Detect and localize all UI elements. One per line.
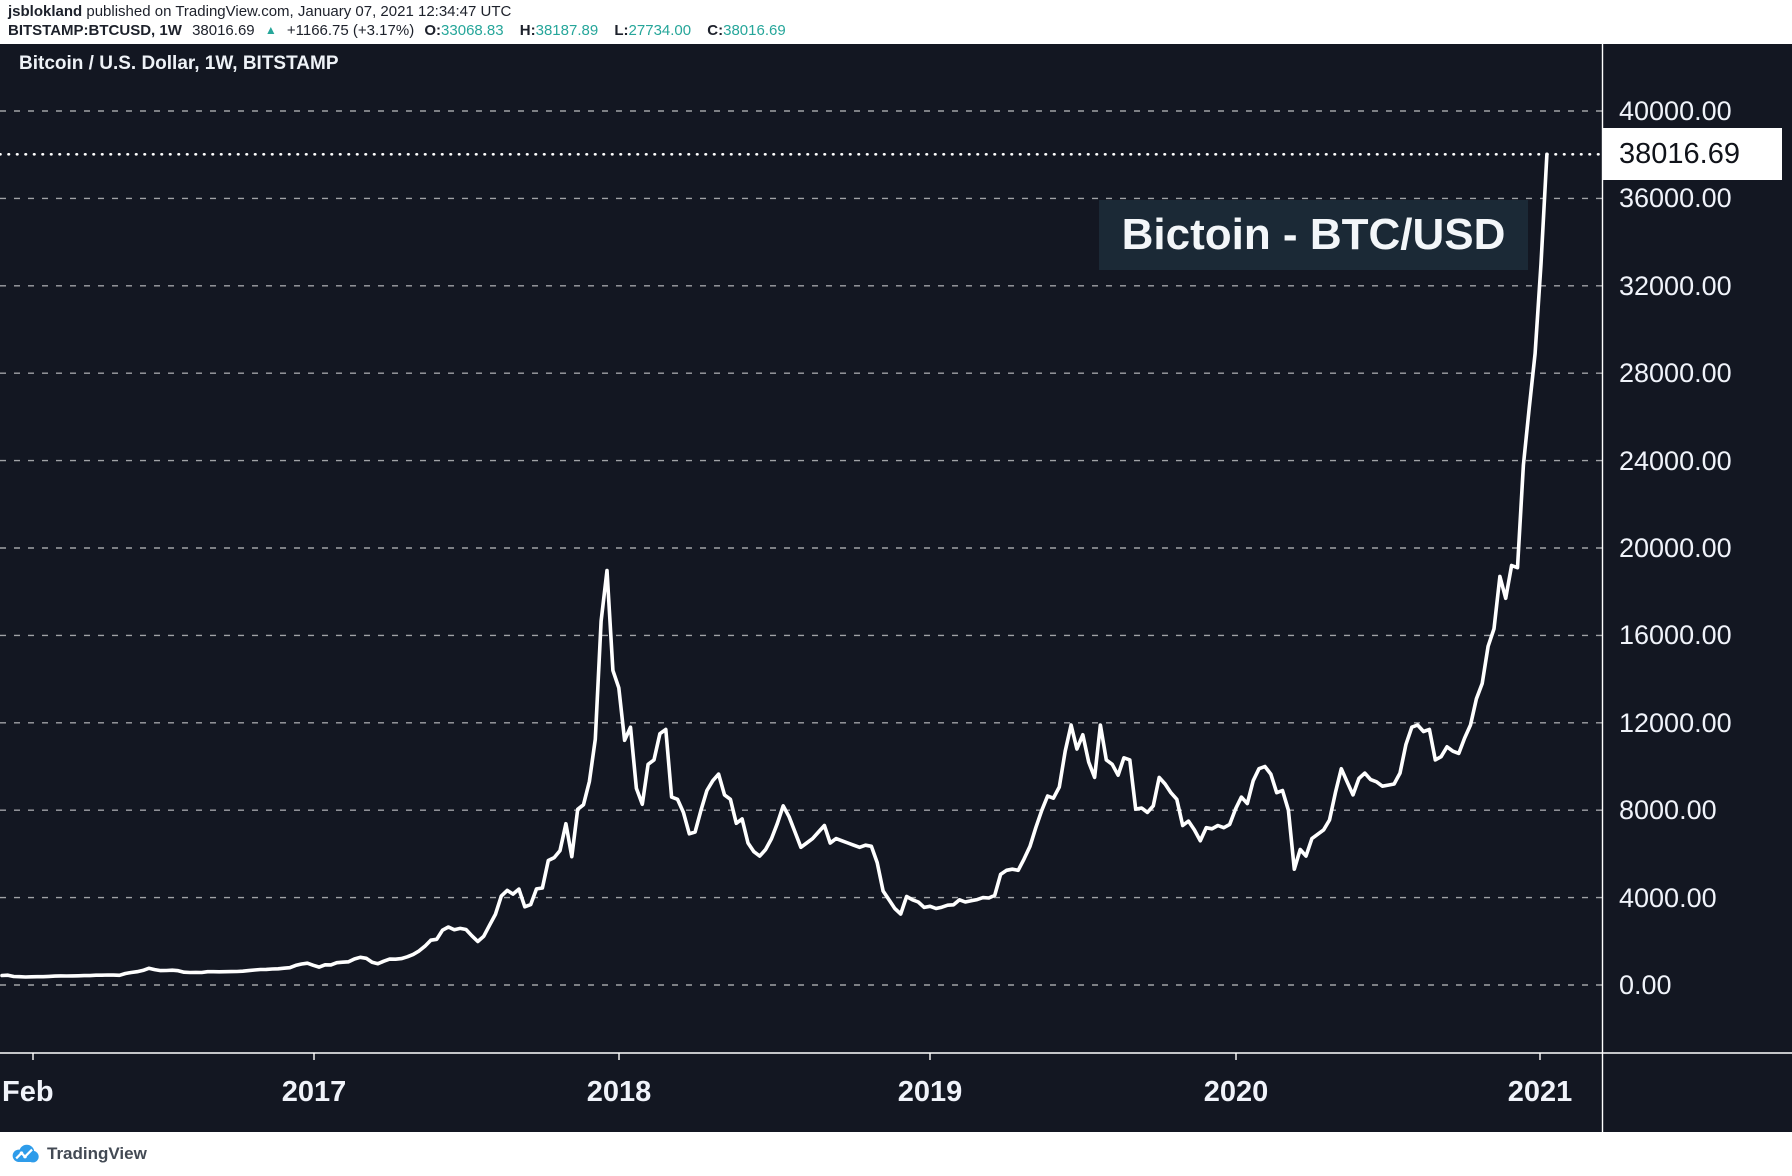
footer: TradingView <box>0 1132 1792 1176</box>
y-axis-label: 24000.00 <box>1619 445 1732 476</box>
publish-info: jsblokland published on TradingView.com,… <box>8 3 511 20</box>
price-change: +1166.75 (+3.17%) <box>286 22 415 39</box>
y-axis-label: 0.00 <box>1619 970 1672 1000</box>
up-arrow-icon: ▲ <box>264 23 277 37</box>
low-value: 27734.00 <box>628 22 692 39</box>
symbol-info-bar: BITSTAMP:BTCUSD, 1W 38016.69 ▲ +1166.75 … <box>8 22 798 39</box>
chart-area[interactable]: Bitcoin / U.S. Dollar, 1W, BITSTAMP Bict… <box>0 44 1792 1132</box>
y-axis-label: 32000.00 <box>1619 270 1732 301</box>
x-axis-label: 2018 <box>586 1076 652 1108</box>
y-axis-label: 28000.00 <box>1619 358 1732 389</box>
header: jsblokland published on TradingView.com,… <box>0 0 1792 44</box>
brand-name[interactable]: TradingView <box>47 1144 147 1163</box>
price-chart-canvas[interactable] <box>0 44 1792 1132</box>
y-axis-label: 36000.00 <box>1619 183 1732 214</box>
low-field: L:27734.00 <box>614 22 697 39</box>
x-axis-label: 2019 <box>897 1076 963 1108</box>
y-axis-label: 8000.00 <box>1619 795 1717 826</box>
chart-legend: Bitcoin / U.S. Dollar, 1W, BITSTAMP <box>19 53 339 74</box>
x-axis-label: 2020 <box>1203 1076 1269 1108</box>
x-axis-label: 2021 <box>1507 1076 1573 1108</box>
y-axis-label: 16000.00 <box>1619 620 1732 651</box>
y-axis-label: 12000.00 <box>1619 707 1732 738</box>
close-value: 38016.69 <box>723 22 786 39</box>
high-label: H: <box>519 22 536 39</box>
high-field: H:38187.89 <box>520 22 604 39</box>
y-axis-label: 20000.00 <box>1619 533 1732 563</box>
close-label: C: <box>707 22 724 39</box>
high-value: 38187.89 <box>535 22 599 39</box>
last-price-tag: 38016.69 <box>1602 128 1782 180</box>
last-price: 38016.69 <box>192 22 255 39</box>
open-label: O: <box>424 22 442 39</box>
annotation-label: Bictoin - BTC/USD <box>1099 200 1528 270</box>
close-field: C:38016.69 <box>707 22 791 39</box>
low-label: L: <box>614 22 629 39</box>
y-axis-label: 4000.00 <box>1619 882 1717 913</box>
publish-text: published on TradingView.com, January 07… <box>86 3 512 20</box>
x-axis-label: Feb <box>2 1076 54 1108</box>
tradingview-logo-icon[interactable] <box>10 1143 40 1165</box>
x-axis-label: 2017 <box>281 1076 347 1108</box>
symbol-interval: BITSTAMP:BTCUSD, 1W <box>8 22 182 39</box>
author-name: jsblokland <box>8 3 83 20</box>
open-value: 33068.83 <box>441 22 504 39</box>
open-field: O:33068.83 <box>424 22 509 39</box>
y-axis-label: 40000.00 <box>1619 96 1732 126</box>
